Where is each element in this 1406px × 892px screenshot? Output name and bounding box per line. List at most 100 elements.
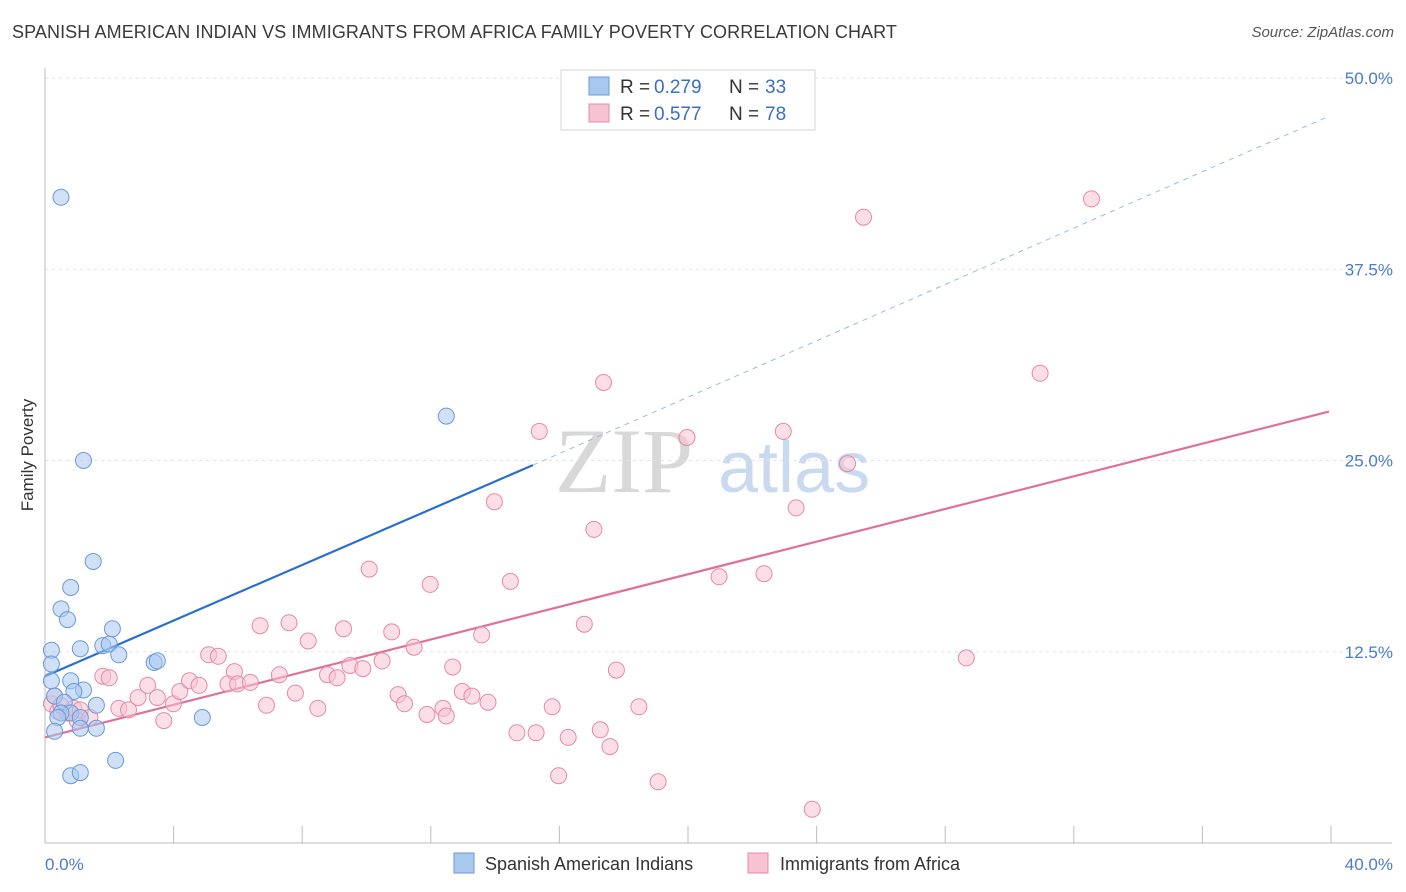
data-point-pink [155, 712, 173, 730]
data-point-blue [75, 452, 92, 469]
trend-lines [44, 115, 1330, 739]
y-tick-label: 50.0% [1345, 69, 1393, 88]
data-point-pink [444, 658, 462, 676]
data-point-pink [299, 632, 317, 650]
trend-line-blue [44, 464, 534, 678]
data-point-blue [65, 683, 83, 700]
data-point-pink [373, 652, 391, 670]
data-point-pink [270, 666, 288, 684]
data-point-pink [354, 660, 372, 678]
data-point-pink [803, 800, 821, 818]
x-tick-label-min: 0.0% [45, 855, 84, 874]
data-point-blue [110, 646, 128, 664]
series-legend-swatch-pink [747, 852, 769, 874]
tick-labels: 12.5% 25.0% 37.5% 50.0% 0.0% 40.0% [45, 69, 1393, 874]
data-point-pink [171, 683, 189, 700]
data-point-pink [139, 676, 157, 694]
y-tick-label: 37.5% [1345, 260, 1393, 279]
series-legend-label-blue: Spanish American Indians [485, 854, 693, 874]
legend-swatch-pink [588, 103, 610, 123]
data-point-blue [148, 652, 166, 670]
data-point-pink [328, 669, 346, 687]
data-point-pink [591, 721, 609, 739]
data-point-pink [190, 676, 208, 694]
data-point-pink [251, 617, 269, 635]
legend-n-label-blue: N = [729, 77, 759, 98]
data-point-pink [649, 773, 667, 791]
legend-r-value-pink: 0.577 [654, 104, 702, 125]
data-point-blue [71, 764, 89, 782]
data-point-pink [485, 493, 503, 511]
data-point-pink [630, 698, 648, 716]
data-point-pink [755, 565, 773, 583]
data-point-pink [396, 695, 413, 713]
data-point-pink [501, 572, 519, 590]
data-point-blue [193, 709, 211, 726]
data-point-blue [42, 655, 60, 673]
data-point-blue [42, 672, 60, 690]
series-legend: Spanish American Indians Immigrants from… [453, 852, 961, 874]
data-point-pink [405, 638, 423, 656]
data-point-pink [473, 626, 491, 644]
data-point-blue [59, 611, 76, 629]
data-point-pink [148, 689, 166, 707]
data-point-pink [575, 615, 593, 633]
legend-swatch-blue [588, 76, 610, 96]
axes [44, 68, 1392, 844]
series-legend-swatch-blue [453, 852, 475, 874]
legend-n-value-blue: 33 [765, 77, 786, 98]
legend-r-label-pink: R = [620, 104, 650, 125]
data-point-pink [957, 649, 975, 667]
data-point-blue [49, 709, 67, 726]
data-point-pink [280, 614, 298, 632]
data-point-pink [855, 208, 872, 226]
data-point-pink [479, 693, 497, 711]
data-point-pink [508, 724, 526, 742]
data-point-blue [46, 722, 64, 740]
data-point-blue [437, 407, 455, 425]
data-point-pink [527, 724, 545, 742]
data-point-pink [559, 728, 577, 746]
data-point-pink [774, 422, 792, 440]
data-point-blue [62, 579, 80, 596]
source-label: Source: ZipAtlas.com [1251, 24, 1394, 41]
stats-legend: R = 0.279 N = 33 R = 0.577 N = 78 [560, 69, 816, 131]
data-point-blue [87, 696, 105, 714]
data-point-blue [71, 719, 89, 737]
data-point-pink [1031, 364, 1049, 382]
data-point-pink [120, 701, 137, 719]
data-point-pink [543, 698, 561, 716]
y-axis-label: Family Poverty [18, 398, 37, 511]
trend-line-blue-projection [532, 115, 1330, 466]
legend-r-label-blue: R = [620, 77, 650, 98]
data-point-pink [839, 455, 856, 473]
data-point-pink [421, 575, 439, 593]
data-point-blue [71, 640, 89, 658]
data-point-pink [601, 738, 619, 756]
data-point-pink [530, 422, 548, 440]
legend-n-value-pink: 78 [765, 104, 786, 125]
data-point-pink [678, 429, 696, 446]
data-point-pink [360, 560, 378, 578]
data-point-pink [463, 687, 481, 705]
data-point-pink [595, 374, 612, 391]
data-point-pink [585, 520, 603, 538]
legend-r-value-blue: 0.279 [654, 77, 702, 98]
x-tick-label-max: 40.0% [1345, 855, 1393, 874]
chart-title: SPANISH AMERICAN INDIAN VS IMMIGRANTS FR… [12, 22, 898, 42]
data-points [42, 188, 1100, 818]
data-point-pink [550, 767, 568, 785]
data-point-pink [607, 661, 625, 679]
data-point-pink [710, 568, 728, 586]
data-point-blue [84, 553, 102, 570]
y-tick-label: 12.5% [1345, 643, 1393, 662]
data-point-pink [309, 699, 327, 717]
data-point-blue [103, 620, 121, 638]
data-point-pink [129, 689, 147, 707]
data-point-blue [107, 751, 125, 769]
data-point-pink [100, 669, 118, 687]
data-point-pink [418, 706, 436, 723]
data-point-pink [241, 673, 259, 691]
series-legend-label-pink: Immigrants from Africa [780, 854, 961, 874]
